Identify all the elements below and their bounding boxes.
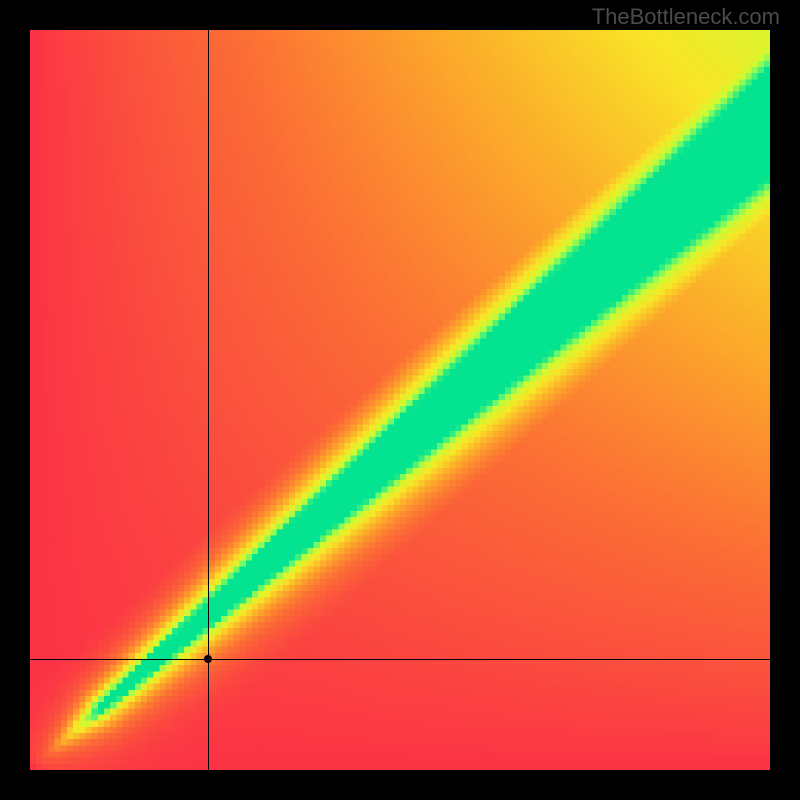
watermark-text: TheBottleneck.com <box>592 4 780 30</box>
heatmap-canvas <box>30 30 770 770</box>
chart-container: { "watermark": { "text": "TheBottleneck.… <box>0 0 800 800</box>
